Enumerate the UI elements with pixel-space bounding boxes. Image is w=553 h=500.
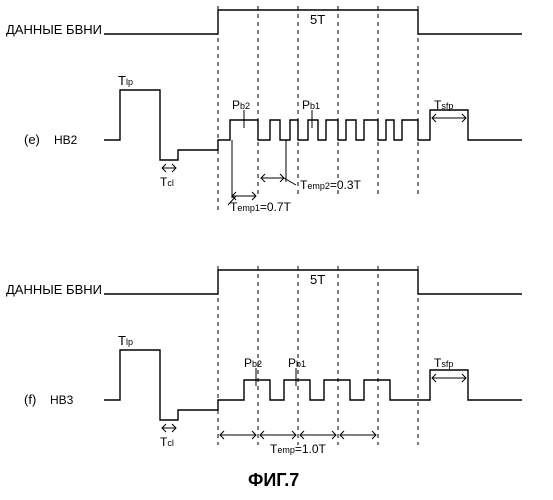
id-name-f: НВ3 [50, 393, 73, 407]
id-label-f: (f) [24, 392, 36, 407]
id-label-e: (е) [24, 132, 40, 147]
temp1-label-e: Temp1=0.7T [230, 200, 291, 214]
window-label-e: 5T [310, 12, 325, 27]
tcl-arrow-e [162, 164, 176, 172]
tlp-label-f: Tlp [118, 333, 133, 348]
tsfp-label-f: Tsfp [434, 356, 453, 370]
temp2-arrow-e [261, 174, 296, 185]
tsfp-arrow-e [432, 114, 466, 122]
temp-ticks-e [232, 140, 286, 198]
tsfp-label-e: Tsfp [434, 98, 453, 112]
tcl-label-e: Tcl [160, 175, 174, 189]
pb1-label-f: Pb1 [288, 356, 306, 370]
pb2-label-f: Pb2 [244, 356, 262, 370]
tsfp-arrow-f [432, 374, 466, 382]
temp-label-f: Temp=1.0T [270, 442, 326, 456]
pb2-label-e: Pb2 [232, 98, 250, 112]
tlp-label-e: Tlp [118, 73, 133, 88]
hb3-waveform [104, 350, 522, 420]
window-label-f: 5T [310, 272, 325, 287]
id-name-e: НВ2 [54, 133, 77, 147]
data-label-e: ДАННЫЕ БВНИ [6, 22, 102, 37]
figure-caption: ФИГ.7 [248, 470, 299, 491]
tcl-label-f: Tcl [160, 435, 174, 449]
data-label-f: ДАННЫЕ БВНИ [6, 282, 102, 297]
pb1-label-e: Pb1 [302, 98, 320, 112]
tcl-arrow-f [162, 424, 176, 432]
temp2-label-e: Temp2=0.3T [300, 178, 361, 192]
